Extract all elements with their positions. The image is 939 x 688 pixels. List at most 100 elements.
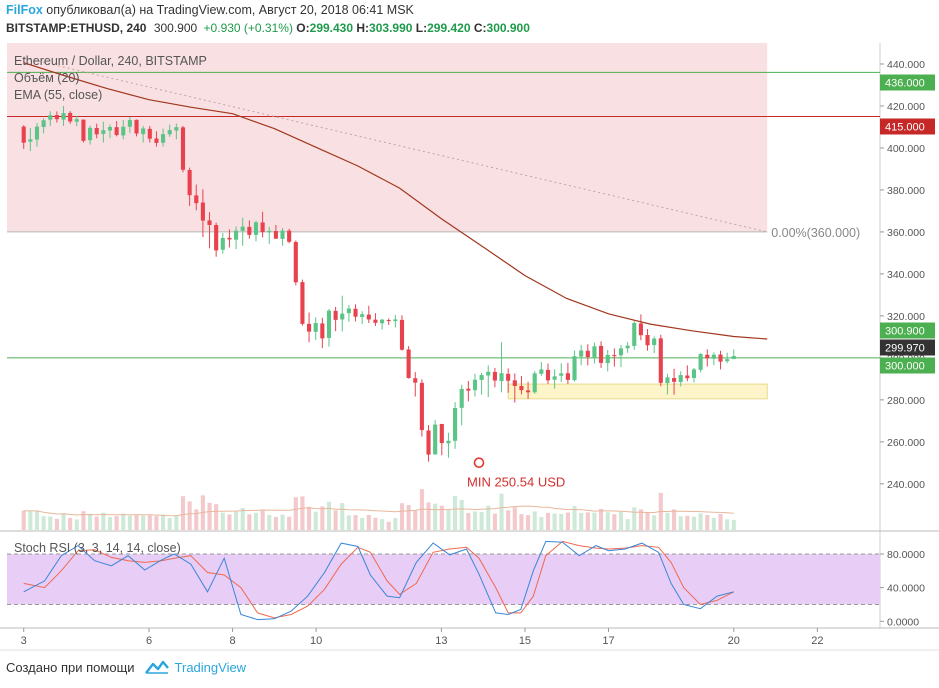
candle-body: [167, 130, 172, 135]
candle-body: [161, 134, 166, 143]
candle: [672, 368, 677, 395]
volume-bar: [459, 499, 464, 530]
candle-body: [48, 115, 53, 120]
candle: [94, 123, 99, 139]
candle-body: [174, 127, 179, 131]
volume-bar: [28, 511, 33, 530]
candle-body: [545, 369, 551, 381]
candle: [21, 125, 26, 150]
volume-bar: [638, 509, 643, 530]
candle: [618, 344, 624, 368]
candle: [665, 373, 670, 395]
volume-bar: [479, 511, 484, 530]
candle: [74, 116, 79, 127]
candle-body: [227, 237, 232, 240]
candle-body: [459, 388, 464, 408]
candle: [499, 342, 504, 393]
candle-body: [353, 308, 358, 317]
volume-bar: [48, 516, 53, 530]
x-tick-label: 22: [811, 635, 823, 647]
volume-bar: [526, 515, 531, 530]
volume-bar: [718, 513, 723, 530]
candle: [333, 306, 338, 332]
candle: [360, 311, 365, 324]
price-badge-bg: [880, 339, 935, 356]
volume-bar: [21, 510, 26, 530]
candle: [393, 315, 398, 328]
candle: [406, 346, 411, 379]
volume-bar: [446, 509, 451, 530]
y-tick-label: 440.000: [887, 59, 925, 71]
candle: [698, 352, 703, 373]
volume-bar: [167, 518, 172, 530]
candle-body: [320, 323, 325, 339]
candle: [685, 365, 690, 382]
candle-body: [652, 338, 657, 346]
candle-body: [526, 390, 531, 393]
author-name[interactable]: FilFox: [6, 3, 43, 17]
price-badge-text: 300.900: [885, 326, 925, 338]
volume-bar: [426, 502, 431, 530]
candle: [512, 373, 517, 403]
candle-body: [88, 127, 93, 141]
footer-brand[interactable]: TradingView: [174, 659, 247, 675]
candle-body: [214, 224, 219, 251]
volume-bar: [134, 515, 139, 530]
volume-bar: [287, 516, 292, 530]
volume-bar: [486, 505, 491, 530]
candle-body: [632, 323, 637, 346]
candle-body: [645, 334, 650, 346]
volume-bar: [572, 506, 577, 530]
volume-bar: [280, 514, 285, 530]
candle-body: [559, 373, 564, 376]
volume-bar: [406, 505, 411, 530]
min-label: MIN 250.54 USD: [467, 475, 565, 490]
volume-bar: [187, 501, 192, 530]
candle-body: [107, 126, 113, 131]
candle: [154, 131, 159, 147]
candle-body: [61, 113, 66, 120]
candle: [81, 119, 86, 143]
candle: [419, 379, 424, 437]
volume-bar: [506, 510, 511, 530]
candle-body: [685, 375, 690, 379]
candle-body: [725, 359, 730, 362]
volume-bar: [154, 516, 159, 530]
volume-bar: [399, 503, 405, 530]
candle: [260, 211, 265, 238]
candle-body: [326, 310, 332, 338]
candle-body: [579, 350, 584, 357]
price-badge: 436.000: [880, 74, 935, 91]
volume-bar: [54, 518, 59, 530]
x-tick-label: 13: [435, 635, 447, 647]
candle-body: [672, 378, 677, 382]
volume-bar: [545, 512, 551, 530]
candle-body: [287, 230, 292, 242]
candle-body: [200, 202, 205, 221]
candle-body: [101, 130, 106, 134]
y-tick-label: 380.000: [887, 185, 925, 197]
volume-bar: [61, 513, 66, 530]
volume-bar: [678, 516, 683, 530]
candle-body: [612, 355, 617, 357]
candle-body: [360, 314, 365, 317]
x-tick-label: 20: [728, 635, 740, 647]
candle-body: [194, 195, 199, 204]
candle-body: [486, 371, 491, 376]
candle: [340, 295, 345, 332]
volume-bar: [453, 496, 458, 530]
volume-bar: [705, 514, 710, 530]
volume-bar: [207, 502, 212, 530]
candle-body: [599, 345, 604, 363]
candle-body: [373, 319, 378, 323]
candle-body: [180, 127, 186, 170]
volume-bar: [141, 515, 146, 530]
candle: [399, 315, 405, 351]
candle: [539, 362, 544, 376]
volume-bar: [127, 515, 132, 530]
candle: [200, 189, 205, 237]
candle: [526, 381, 531, 399]
candle-body: [28, 139, 33, 142]
tradingview-logo-icon[interactable]: [144, 659, 169, 675]
